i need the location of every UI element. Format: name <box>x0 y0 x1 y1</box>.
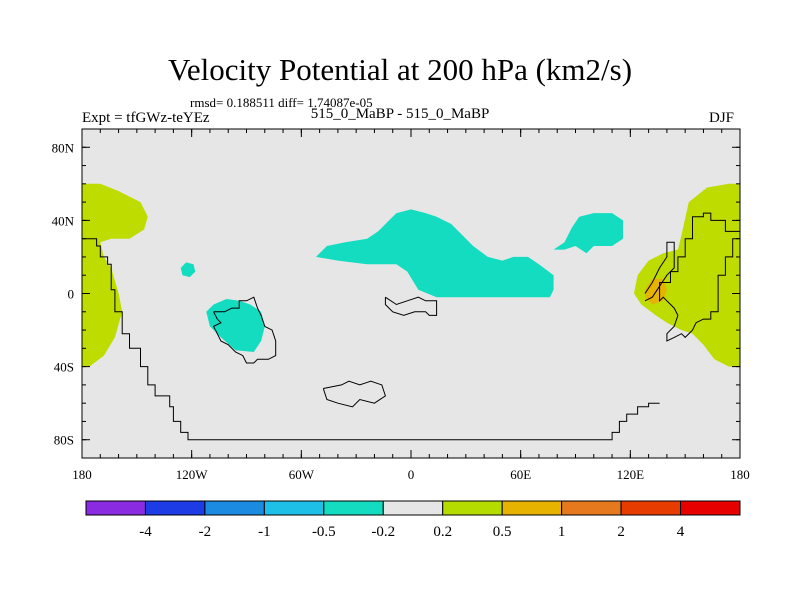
colorbar-label: -0.2 <box>371 524 395 540</box>
comparison-label: 515_0_MaBP - 515_0_MaBP <box>310 106 490 122</box>
coast-west-americas <box>82 238 660 441</box>
colorbar-swatch <box>85 500 146 516</box>
colorbar-label: 0.2 <box>433 524 452 540</box>
colorbar-label: -1 <box>258 524 271 540</box>
x-tick-label: 0 <box>408 467 415 482</box>
stats-label: rmsd= 0.188511 diff= 1.74087e-05 <box>190 95 373 110</box>
x-tick-label: 180 <box>730 467 750 482</box>
colorbar-swatch <box>263 500 325 516</box>
y-tick-label: 80S <box>54 433 74 448</box>
y-tick-label: 80N <box>52 140 75 155</box>
experiment-label: Expt = tfGWz-teYEz <box>82 110 210 126</box>
coast-south-america <box>212 296 277 364</box>
region-negative-maritime-extension <box>553 213 623 254</box>
colorbar-swatch <box>620 500 682 516</box>
colorbar-label: -2 <box>199 524 212 540</box>
chart-title: Velocity Potential at 200 hPa (km2/s) <box>167 52 633 87</box>
colorbar-label: -0.5 <box>312 524 336 540</box>
region-negative-africa-band <box>316 209 554 298</box>
plot-background <box>82 129 740 458</box>
colorbar-swatch <box>561 500 622 516</box>
coast-southern-island <box>322 380 386 408</box>
colorbar-swatch <box>501 500 563 516</box>
colorbar-swatch <box>323 500 384 516</box>
filled-regions <box>82 183 740 367</box>
axis-ticks: 180 120W 60W 0 60E 120E 180 80N 40N 0 40S 80S <box>52 128 750 482</box>
x-tick-label: 180 <box>72 467 92 482</box>
region-negative-small-blob <box>180 262 196 278</box>
coast-eastern-asia <box>659 212 740 342</box>
coast-africa <box>384 296 438 316</box>
colorbar-swatch <box>680 500 741 516</box>
colorbar-swatch <box>442 500 503 516</box>
region-positive-east-edge <box>634 183 740 367</box>
colorbar-label: 2 <box>617 524 625 540</box>
colorbar-label: 0.5 <box>493 524 512 540</box>
colorbar: -4 -2 -1 -0.5 -0.2 0.2 0.5 1 2 4 <box>85 500 741 540</box>
y-tick-label: 0 <box>68 287 75 302</box>
x-tick-label: 60W <box>289 467 315 482</box>
colorbar-label: -4 <box>139 524 152 540</box>
x-tick-label: 60E <box>510 467 531 482</box>
colorbar-swatch <box>204 500 265 516</box>
coastlines <box>82 212 740 441</box>
colorbar-swatch <box>144 500 206 516</box>
y-tick-label: 40S <box>54 360 74 375</box>
season-label: DJF <box>709 110 735 126</box>
x-tick-label: 120W <box>176 467 209 482</box>
colorbar-swatch <box>382 500 444 516</box>
region-positive-west-edge <box>82 183 148 367</box>
y-tick-label: 40N <box>52 213 75 228</box>
colorbar-label: 4 <box>677 524 685 540</box>
colorbar-label: 1 <box>558 524 566 540</box>
coast-maritime-islands <box>644 241 675 302</box>
x-tick-label: 120E <box>617 467 645 482</box>
